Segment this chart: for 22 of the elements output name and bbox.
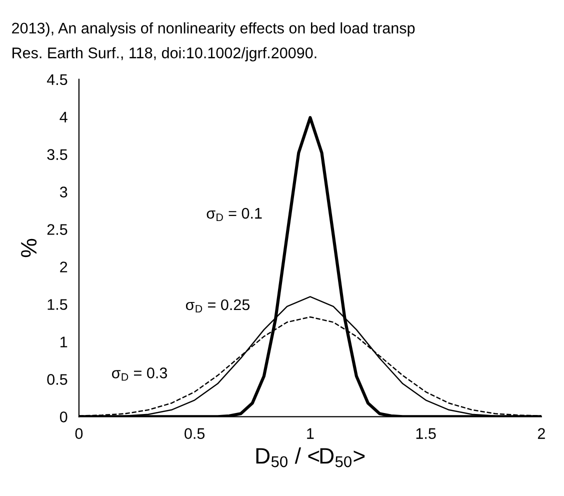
x-tick-label: 2 xyxy=(538,428,545,439)
text: Res. Earth Surf., 118, doi:10.1002/jgrf.20090. xyxy=(12,47,316,62)
series-label: σ$_{D}$ = 0.3 xyxy=(112,368,168,381)
x-tick-label: 0 xyxy=(75,428,83,439)
series-label: σ$_{D}$ = 0.1 xyxy=(206,208,262,221)
y-axis-title: % xyxy=(21,238,37,258)
y-tick-label: 0 xyxy=(60,412,68,422)
y-tick-label: 1 xyxy=(60,336,68,348)
x-axis-title: D$_{50}$ / <D$_{50}$> xyxy=(256,447,365,468)
x-tick-label: 1 xyxy=(307,428,314,439)
y-tick-label: 0.5 xyxy=(47,374,68,385)
y-tick-label: 3.5 xyxy=(47,149,68,160)
x-tick-label: 0.5 xyxy=(184,428,205,439)
y-tick-label: 1.5 xyxy=(48,299,68,310)
x-tick-label: 1.5 xyxy=(416,428,436,439)
text: 2013), An analysis of nonlinearity effects on bed load transp xyxy=(12,22,415,37)
y-tick-label: 4.5 xyxy=(46,74,68,86)
y-tick-label: 2.5 xyxy=(47,224,68,235)
y-tick-label: 2 xyxy=(60,262,68,272)
y-tick-label: 3 xyxy=(60,186,68,198)
series-label: σ$_{D}$ = 0.25 xyxy=(186,299,250,312)
y-tick-label: 4 xyxy=(60,112,68,122)
